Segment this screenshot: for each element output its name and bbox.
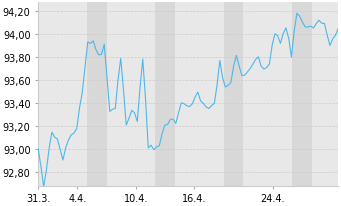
Bar bbox=[312, 3, 341, 186]
Bar bbox=[224, 3, 243, 186]
Bar bbox=[38, 3, 87, 186]
Bar bbox=[292, 3, 312, 186]
Bar bbox=[155, 3, 175, 186]
Bar bbox=[243, 3, 292, 186]
Bar bbox=[87, 3, 106, 186]
Bar bbox=[106, 3, 155, 186]
Bar bbox=[175, 3, 224, 186]
